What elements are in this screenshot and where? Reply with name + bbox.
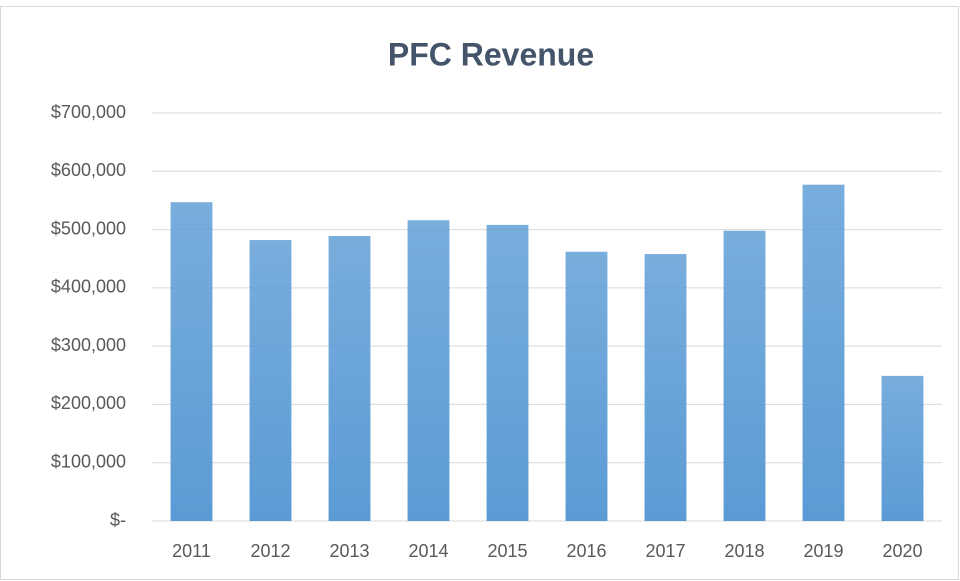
bar <box>881 375 924 521</box>
y-tick-label: $500,000 <box>51 218 126 238</box>
x-tick-label: 2018 <box>724 541 764 561</box>
bar <box>249 240 292 521</box>
bar <box>328 235 371 522</box>
x-tick-label: 2012 <box>250 541 290 561</box>
y-tick-label: $- <box>110 510 126 530</box>
chart-frame <box>0 6 959 580</box>
y-tick-label: $100,000 <box>51 451 126 471</box>
y-tick-label: $400,000 <box>51 277 126 297</box>
bar <box>723 230 766 522</box>
y-tick-label: $300,000 <box>51 335 126 355</box>
bar <box>407 220 450 521</box>
y-tick-label: $600,000 <box>51 160 126 180</box>
x-tick-label: 2017 <box>645 541 685 561</box>
bar <box>802 184 845 522</box>
x-tick-label: 2011 <box>172 541 211 561</box>
bar <box>486 224 529 521</box>
x-tick-label: 2016 <box>566 541 606 561</box>
x-tick-label: 2014 <box>408 541 448 561</box>
x-tick-label: 2013 <box>329 541 369 561</box>
bar <box>644 254 687 521</box>
bar <box>565 251 608 521</box>
x-tick-label: 2015 <box>487 541 527 561</box>
x-tick-label: 2019 <box>803 541 843 561</box>
x-tick-label: 2020 <box>882 541 922 561</box>
chart-title: PFC Revenue <box>388 36 594 72</box>
y-tick-label: $700,000 <box>51 102 126 122</box>
bar <box>170 202 213 522</box>
y-tick-label: $200,000 <box>51 393 126 413</box>
